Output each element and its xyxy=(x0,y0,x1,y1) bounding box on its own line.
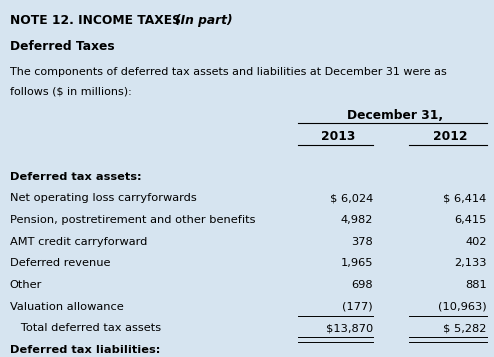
Text: Deferred revenue: Deferred revenue xyxy=(10,258,110,268)
Text: (177): (177) xyxy=(342,302,373,312)
Text: (10,963): (10,963) xyxy=(438,302,487,312)
Text: 2,133: 2,133 xyxy=(454,258,487,268)
Text: Valuation allowance: Valuation allowance xyxy=(10,302,124,312)
Text: 6,415: 6,415 xyxy=(454,215,487,225)
Text: 4,982: 4,982 xyxy=(340,215,373,225)
Text: The components of deferred tax assets and liabilities at December 31 were as: The components of deferred tax assets an… xyxy=(10,66,447,76)
Text: 698: 698 xyxy=(351,280,373,290)
Text: $ 6,414: $ 6,414 xyxy=(444,193,487,203)
Text: 881: 881 xyxy=(465,280,487,290)
Text: 2013: 2013 xyxy=(321,130,355,142)
Text: AMT credit carryforward: AMT credit carryforward xyxy=(10,237,147,247)
Text: Deferred tax liabilities:: Deferred tax liabilities: xyxy=(10,345,160,355)
Text: Total deferred tax assets: Total deferred tax assets xyxy=(10,323,161,333)
Text: Deferred tax assets:: Deferred tax assets: xyxy=(10,171,141,181)
Text: $ 5,282: $ 5,282 xyxy=(443,323,487,333)
Text: Net operating loss carryforwards: Net operating loss carryforwards xyxy=(10,193,197,203)
Text: 2012: 2012 xyxy=(433,130,468,142)
Text: 402: 402 xyxy=(465,237,487,247)
Text: follows ($ in millions):: follows ($ in millions): xyxy=(10,86,131,96)
Text: December 31,: December 31, xyxy=(347,109,443,122)
Text: Pension, postretirement and other benefits: Pension, postretirement and other benefi… xyxy=(10,215,255,225)
Text: 1,965: 1,965 xyxy=(340,258,373,268)
Text: Other: Other xyxy=(10,280,42,290)
Text: NOTE 12. INCOME TAXES: NOTE 12. INCOME TAXES xyxy=(10,14,185,27)
Text: $13,870: $13,870 xyxy=(326,323,373,333)
Text: Deferred Taxes: Deferred Taxes xyxy=(10,40,115,52)
Text: $ 6,024: $ 6,024 xyxy=(329,193,373,203)
Text: (In part): (In part) xyxy=(175,14,233,27)
Text: 378: 378 xyxy=(351,237,373,247)
